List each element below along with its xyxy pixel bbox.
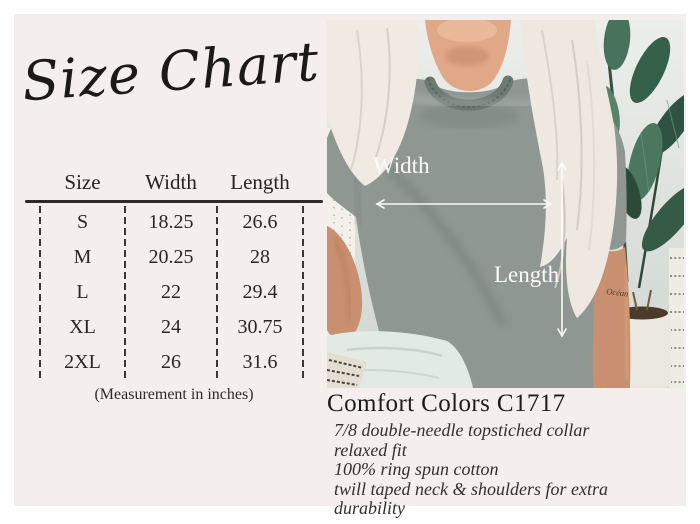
size-chart-title: Size Chart: [20, 29, 322, 114]
table-row: 2XL 26 31.6: [64, 351, 278, 373]
leaf: [641, 184, 684, 252]
table-column-rule: [39, 206, 41, 378]
product-photo-illustration: Océan Width Length: [327, 20, 684, 388]
table-row: S 18.25 26.6: [76, 211, 278, 233]
panel-background: Size Chart Size Width Length S 18.25 2: [14, 14, 686, 518]
table-column-rule: [302, 206, 304, 378]
model-right-arm: [592, 246, 631, 388]
width-arrow: [375, 199, 553, 209]
length-arrow: [557, 161, 567, 338]
basket-textile: [669, 248, 684, 388]
feature-item: 100% ring spun cotton: [334, 459, 499, 479]
column-header-length: Length: [230, 169, 290, 194]
patterned-blanket: [327, 352, 367, 388]
measurement-note: (Measurement in inches): [94, 386, 254, 403]
feature-list: 7/8 double-needle topstiched collar rela…: [327, 420, 683, 519]
size-table-header: Size Width Length: [25, 164, 323, 200]
width-label: Width: [373, 153, 430, 178]
table-row: XL 24 30.75: [69, 316, 283, 338]
column-header-width: Width: [145, 169, 197, 194]
leaf: [629, 37, 671, 103]
length-label: Length: [494, 262, 560, 287]
table-header-rule: [25, 200, 323, 203]
model-neck: [425, 20, 511, 92]
column-header-size: Size: [64, 169, 101, 194]
size-chart-section: Size Chart Size Width Length S 18.25 2: [14, 14, 327, 506]
product-name: Comfort Colors C1717: [327, 390, 566, 417]
product-photo: Océan Width Length: [327, 20, 684, 388]
model-left-arm: [327, 226, 363, 340]
table-column-rule: [124, 206, 126, 378]
tattoo-text: Océan: [606, 286, 629, 299]
feature-item: relaxed fit: [334, 439, 407, 460]
model-hair: [327, 20, 618, 318]
feature-item: twill taped neck & shoulders for extra d…: [334, 478, 608, 518]
table-row: M 20.25 28: [73, 246, 270, 268]
table-row: L 22 29.4: [76, 281, 278, 303]
leaf: [603, 20, 631, 70]
table-column-rule: [216, 206, 218, 378]
size-table: Size Width Length S 18.25 26.6 M 20.25 28: [25, 164, 323, 380]
feature-item: 7/8 double-needle topstiched collar: [334, 420, 590, 440]
product-info: Comfort Colors C1717 7/8 double-needle t…: [327, 390, 683, 519]
size-table-body: S 18.25 26.6 M 20.25 28 L 22 29.4 XL 24 30.75 2X…: [25, 203, 323, 380]
